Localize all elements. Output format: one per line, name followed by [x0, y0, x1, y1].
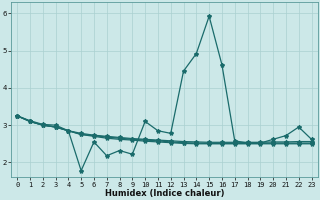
X-axis label: Humidex (Indice chaleur): Humidex (Indice chaleur): [105, 189, 224, 198]
